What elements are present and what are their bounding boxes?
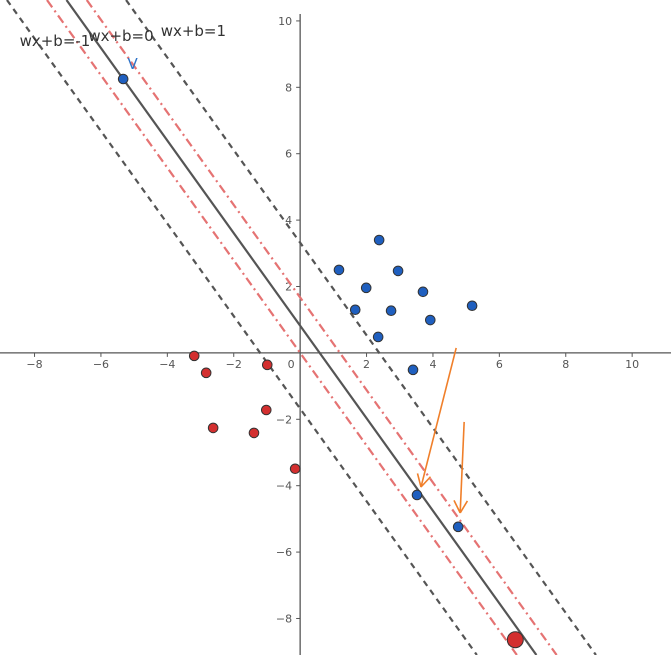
- line-inner-red-high: [85, 0, 558, 655]
- x-tick-label: 6: [496, 358, 503, 371]
- y-tick-label: −4: [276, 480, 292, 493]
- x-tick-label: −6: [93, 358, 109, 371]
- arrow-head: [420, 476, 432, 488]
- y-tick-label: 10: [278, 15, 292, 28]
- x-tick-label: −4: [159, 358, 175, 371]
- point-negative: [207, 422, 219, 434]
- y-tick-label: 6: [285, 148, 292, 161]
- arrow-head: [416, 473, 422, 488]
- point-v-label: V: [127, 55, 138, 73]
- point-negative-large: [506, 631, 524, 649]
- y-tick-label: 8: [285, 81, 292, 94]
- line-inner-red-low: [46, 0, 518, 655]
- x-tick-label: 10: [625, 358, 639, 371]
- point-negative: [200, 367, 212, 379]
- point-positive: [424, 314, 436, 326]
- equation-label: wx+b=1: [161, 22, 226, 40]
- point-positive: [117, 73, 129, 85]
- point-negative: [188, 350, 200, 362]
- point-positive: [349, 304, 361, 316]
- point-positive: [385, 305, 397, 317]
- x-tick-label: −8: [26, 358, 42, 371]
- equation-label: wx+b=0: [88, 27, 153, 45]
- x-tick-label: 2: [363, 358, 370, 371]
- arrow-head: [459, 500, 469, 514]
- x-tick-label: 0: [288, 358, 295, 371]
- point-positive: [373, 234, 385, 246]
- y-tick-label: 2: [285, 281, 292, 294]
- point-positive: [333, 264, 345, 276]
- point-positive: [392, 265, 404, 277]
- point-positive: [407, 364, 419, 376]
- point-negative: [261, 359, 273, 371]
- point-positive: [452, 521, 464, 533]
- x-tick-label: 8: [562, 358, 569, 371]
- point-positive: [417, 286, 429, 298]
- point-positive: [372, 331, 384, 343]
- line-hyperplane: [65, 0, 538, 655]
- orange-arrow: [420, 347, 457, 488]
- point-positive: [411, 489, 423, 501]
- line-margin-minus: [6, 0, 478, 655]
- point-negative: [260, 404, 272, 416]
- point-positive: [466, 300, 478, 312]
- y-tick-label: 4: [285, 214, 292, 227]
- point-negative: [289, 463, 301, 475]
- equation-label: wx+b=-1: [20, 32, 91, 50]
- y-tick-label: −2: [276, 413, 292, 426]
- line-margin-plus: [125, 0, 597, 655]
- arrow-head: [453, 499, 461, 514]
- point-negative: [248, 427, 260, 439]
- y-tick-label: −6: [276, 546, 292, 559]
- x-tick-label: −2: [226, 358, 242, 371]
- point-positive: [360, 282, 372, 294]
- orange-arrow: [459, 421, 465, 513]
- x-tick-label: 4: [429, 358, 436, 371]
- y-tick-label: −8: [276, 612, 292, 625]
